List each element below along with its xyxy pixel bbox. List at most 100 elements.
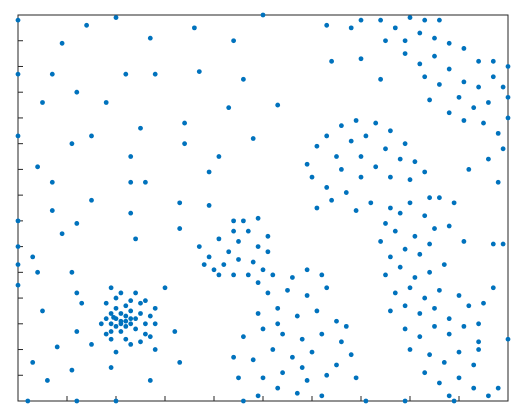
point xyxy=(236,375,241,381)
point xyxy=(348,352,354,358)
point xyxy=(456,94,462,100)
point xyxy=(147,378,153,383)
point xyxy=(422,213,428,219)
point xyxy=(128,154,134,159)
point xyxy=(255,244,261,250)
point xyxy=(427,195,432,201)
point xyxy=(280,331,285,337)
point xyxy=(113,323,119,329)
point xyxy=(392,25,398,31)
point xyxy=(407,347,413,352)
point xyxy=(471,105,477,111)
point xyxy=(363,398,369,404)
point xyxy=(319,272,325,278)
point xyxy=(147,35,153,41)
point xyxy=(152,71,158,77)
point xyxy=(128,321,134,327)
point xyxy=(15,262,21,268)
point xyxy=(495,385,501,391)
point xyxy=(89,341,94,347)
point xyxy=(103,316,109,322)
point xyxy=(422,169,428,175)
point xyxy=(74,89,80,95)
point xyxy=(241,218,246,224)
point xyxy=(103,100,109,105)
point xyxy=(471,362,477,368)
point xyxy=(103,331,109,337)
point xyxy=(407,177,413,183)
point xyxy=(304,293,310,298)
point xyxy=(500,241,506,247)
point xyxy=(304,161,310,167)
point xyxy=(216,236,222,242)
point xyxy=(471,385,477,391)
point xyxy=(324,285,330,291)
point xyxy=(339,123,344,129)
point xyxy=(255,215,261,221)
point xyxy=(412,233,418,239)
point xyxy=(182,120,188,126)
point xyxy=(133,316,139,322)
point xyxy=(446,316,452,322)
point xyxy=(133,290,139,296)
point xyxy=(339,339,344,345)
point xyxy=(280,370,285,376)
point xyxy=(500,84,506,90)
point xyxy=(123,71,129,77)
point xyxy=(348,138,354,144)
point xyxy=(490,58,496,64)
point xyxy=(451,398,457,404)
point xyxy=(245,272,251,278)
point xyxy=(69,367,75,373)
point xyxy=(358,17,364,23)
point xyxy=(54,344,60,350)
point xyxy=(118,290,124,296)
point xyxy=(476,339,481,345)
point xyxy=(231,272,237,278)
point xyxy=(49,208,55,213)
point xyxy=(486,156,491,162)
point xyxy=(490,74,496,80)
point xyxy=(309,174,315,180)
point xyxy=(35,164,40,170)
point xyxy=(334,318,339,324)
point xyxy=(373,120,379,126)
point xyxy=(500,146,506,152)
point xyxy=(260,267,266,273)
point xyxy=(49,179,55,185)
point xyxy=(417,61,423,67)
point xyxy=(128,341,134,347)
point xyxy=(309,349,315,355)
point xyxy=(275,102,281,108)
point xyxy=(446,66,452,72)
point xyxy=(427,97,432,103)
point xyxy=(466,167,472,172)
point xyxy=(446,223,452,229)
point xyxy=(314,205,320,211)
point xyxy=(245,228,251,234)
point xyxy=(353,375,359,381)
point xyxy=(59,231,65,237)
point xyxy=(118,321,124,327)
point xyxy=(505,336,511,342)
point xyxy=(59,40,65,46)
point xyxy=(123,323,129,329)
point xyxy=(172,329,178,334)
point xyxy=(324,185,330,190)
point xyxy=(383,221,388,226)
point xyxy=(231,228,237,234)
point xyxy=(388,128,393,134)
point xyxy=(378,17,383,23)
point xyxy=(221,262,227,268)
point xyxy=(446,393,452,399)
point xyxy=(432,323,437,329)
point xyxy=(255,311,261,316)
point xyxy=(476,58,481,64)
point xyxy=(432,35,437,41)
point xyxy=(358,56,364,62)
point xyxy=(74,398,80,404)
point xyxy=(49,71,55,77)
point xyxy=(437,287,442,293)
point xyxy=(383,146,388,152)
